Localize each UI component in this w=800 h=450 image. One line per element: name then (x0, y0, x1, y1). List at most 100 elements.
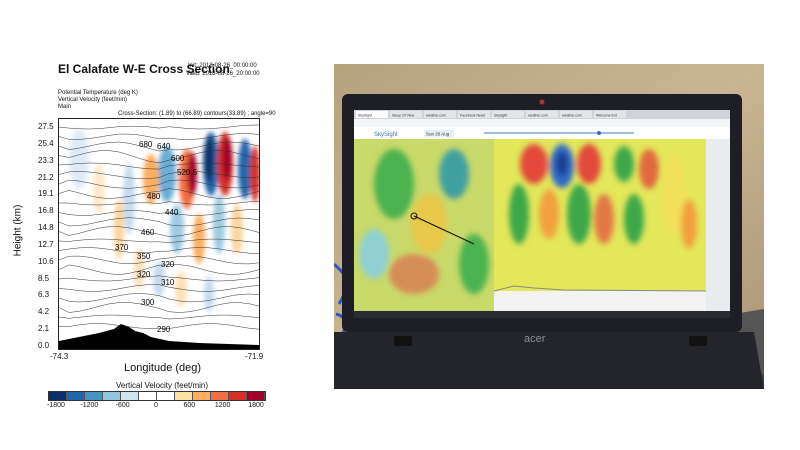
browser-tab[interactable] (492, 111, 524, 118)
taskbar (354, 311, 730, 318)
browser-tab-label: weather.com (528, 114, 548, 118)
colorbar-swatch (121, 392, 139, 400)
laptop-base (334, 332, 764, 389)
cross-section-pane (493, 139, 707, 311)
colorbar-swatch (247, 392, 265, 400)
browser-tab[interactable] (390, 111, 422, 118)
contour-label: 300 (141, 298, 155, 307)
contour-line (59, 323, 259, 330)
contour-line (59, 226, 259, 237)
time-slider-handle[interactable] (597, 131, 601, 135)
contour-line (59, 275, 259, 282)
contour-line (59, 247, 259, 254)
potential-temperature-contours (59, 124, 259, 330)
browser-tab-label: Skysight (494, 114, 507, 118)
colorbar-swatch (193, 392, 211, 400)
colorbar (48, 391, 266, 401)
vertical-velocity-field (69, 129, 259, 312)
browser-tab-label: weather.com (426, 114, 446, 118)
contour-line (59, 133, 259, 140)
colorbar-tick: 1200 (214, 402, 231, 409)
contour-line (59, 293, 259, 303)
browser-tab[interactable] (424, 111, 456, 118)
contour-label: 320 (137, 270, 151, 279)
colorbar-tick: 1800 (248, 402, 264, 409)
hinge-left (394, 336, 412, 346)
colorbar-swatch (157, 392, 175, 400)
colorbar-swatch (175, 392, 193, 400)
browser-tab[interactable] (356, 111, 388, 118)
y-tick-label: 10.6 (38, 256, 54, 266)
date-button-label: Sun 26 Aug (426, 132, 450, 137)
cross-section-ground (494, 291, 706, 311)
contour-labels: 680 640 600 520.5 480 440 460 370 350 32… (115, 140, 198, 334)
date-button[interactable] (424, 130, 454, 137)
colorbar-tick: 0 (154, 402, 158, 409)
contour-label: 520.5 (177, 168, 198, 177)
contour-line (59, 264, 259, 275)
browser-tab[interactable] (526, 111, 558, 118)
browser-tab[interactable] (458, 111, 490, 118)
cross-section-plot: 680 640 600 520.5 480 440 460 370 350 32… (59, 124, 259, 349)
y-tick-label: 21.2 (38, 172, 54, 182)
cross-section-terrain (493, 285, 707, 292)
time-slider[interactable] (484, 132, 634, 134)
x-tick-left: -74.3 (50, 352, 69, 361)
laptop-photo: SkySight Sleep Of View weather.com Facebook… (334, 64, 764, 389)
colorbar-swatch (229, 392, 247, 400)
y-tick-label: 14.8 (38, 223, 54, 233)
field-label-1: Potential Temperature (deg K) (58, 90, 138, 96)
colorbar-tick: 600 (183, 402, 196, 409)
colorbar-swatch (103, 392, 121, 400)
field-label-3: Main (58, 104, 72, 110)
colorbar-swatch (67, 392, 85, 400)
contour-line (59, 314, 259, 320)
y-tick-label: 6.3 (38, 290, 50, 300)
valid-time: Valid: 2018-08-26_20:00:00 (186, 71, 260, 77)
y-tick-label: 23.3 (38, 155, 54, 165)
browser-tab-label: Facebook News (460, 114, 485, 118)
contour-line (59, 188, 259, 199)
contour-line (59, 200, 259, 206)
colorbar-tick: -600 (115, 402, 130, 409)
contour-label: 460 (141, 228, 155, 237)
section-info: Cross-Section: (1.89) to (66.89) contour… (118, 111, 276, 117)
contour-line (59, 209, 259, 216)
contour-line (59, 141, 259, 152)
contour-label: 480 (147, 192, 161, 201)
field-label-2: Vertical Velocity (feet/min) (58, 97, 128, 103)
webcam (539, 99, 545, 105)
y-tick-label: 0.0 (38, 341, 50, 350)
browser-tab[interactable] (560, 111, 592, 118)
colorbar-swatch (85, 392, 103, 400)
hinge-right (689, 336, 707, 346)
y-axis-label: Height (km) (12, 204, 24, 257)
y-tick-label: 25.4 (38, 138, 54, 148)
cross-section-figure: El Calafate W-E Cross Section Init: 2018… (0, 0, 300, 450)
colorbar-swatch (139, 392, 157, 400)
contour-line (59, 179, 259, 189)
contour-label: 440 (165, 208, 179, 217)
contour-label: 370 (115, 243, 129, 252)
contour-line (59, 284, 259, 292)
browser-tab-label: Welcome Ent (596, 114, 617, 118)
y-tick-label: 8.5 (38, 273, 50, 283)
init-time: Init: 2018-08-26_00:00:00 (188, 63, 257, 69)
cross-section-line (413, 215, 475, 245)
plot-area: 680 640 600 520.5 480 440 460 370 350 32… (58, 118, 260, 350)
contour-line (59, 162, 259, 170)
map-pane (354, 139, 494, 311)
app-name: SkySight (374, 132, 398, 138)
colorbar-tick: -1200 (80, 402, 99, 409)
contour-label: 350 (137, 252, 151, 261)
colorbar-swatch (49, 392, 67, 400)
browser-tab[interactable] (594, 111, 626, 118)
figure-title: El Calafate W-E Cross Section (58, 62, 230, 76)
section-start-marker[interactable] (410, 212, 418, 220)
contour-line (59, 255, 259, 265)
contour-label: 310 (161, 278, 175, 287)
y-tick-label: 4.2 (38, 307, 50, 317)
y-tick-label: 12.7 (38, 239, 54, 249)
x-tick-right: -71.9 (245, 352, 264, 361)
contour-line (59, 150, 259, 164)
